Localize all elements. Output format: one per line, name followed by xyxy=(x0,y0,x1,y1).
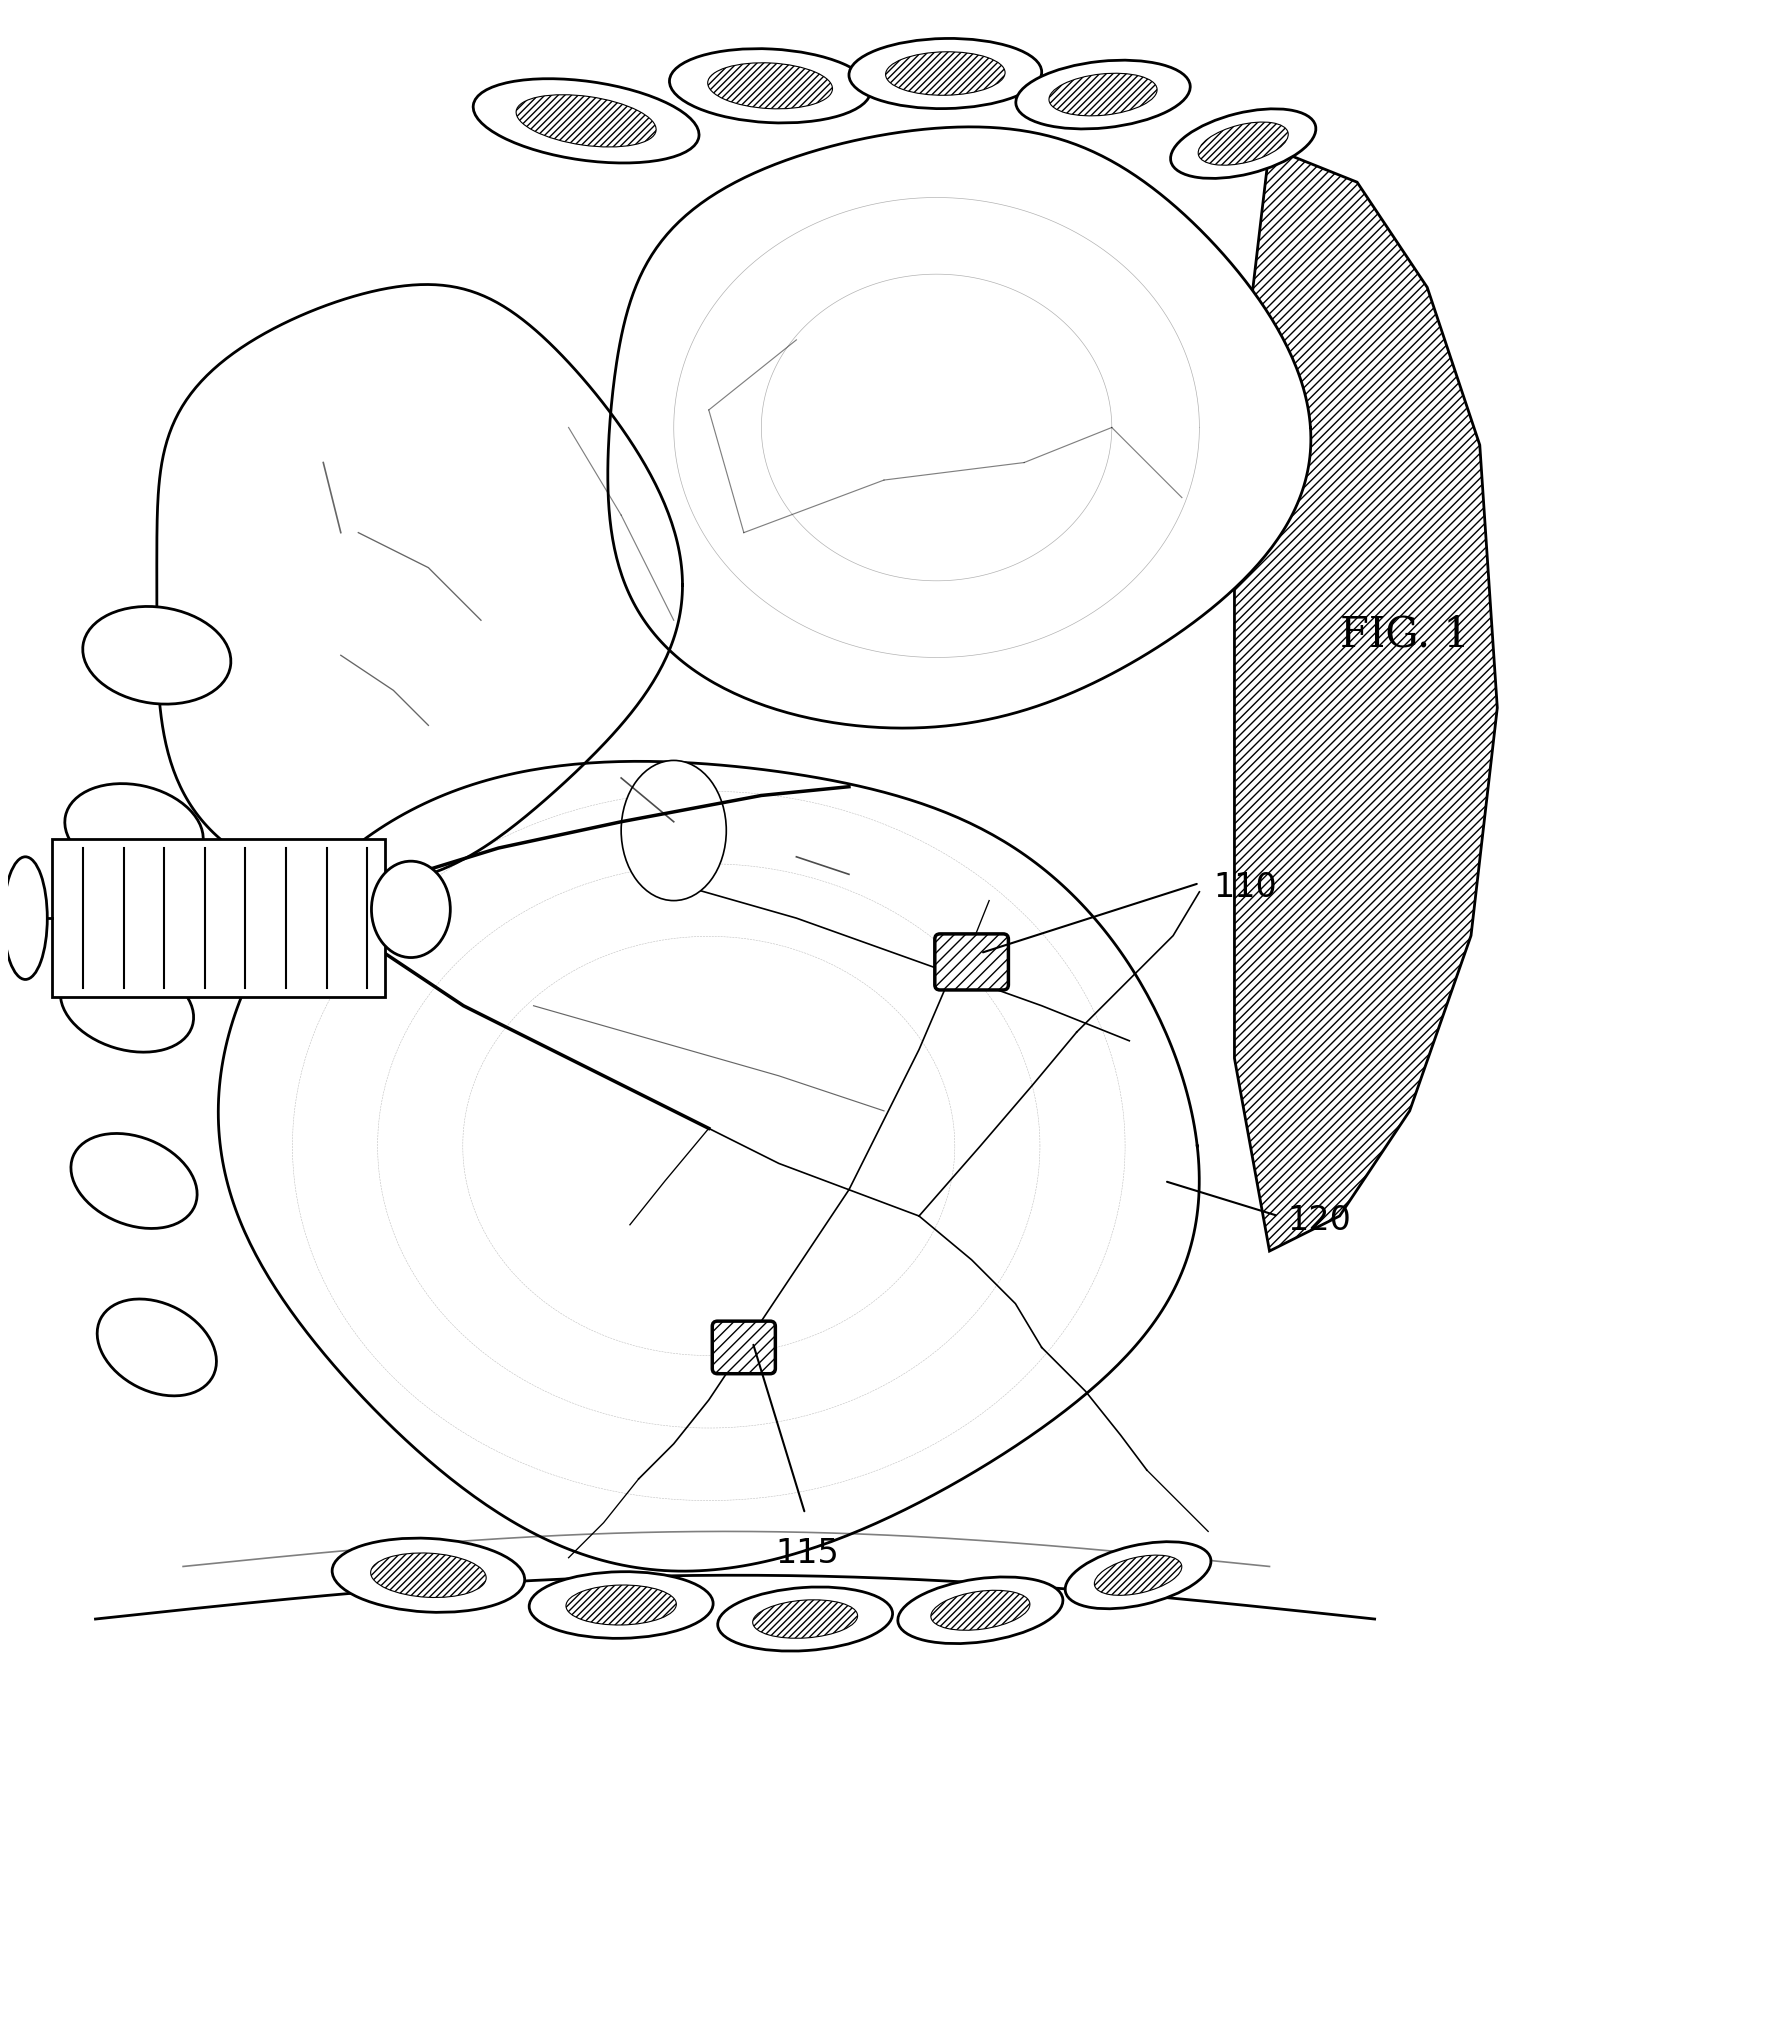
Ellipse shape xyxy=(670,49,870,124)
Ellipse shape xyxy=(4,856,48,980)
Ellipse shape xyxy=(332,1538,525,1613)
Ellipse shape xyxy=(1064,1542,1211,1609)
Polygon shape xyxy=(157,284,682,887)
Polygon shape xyxy=(217,761,1199,1570)
Ellipse shape xyxy=(529,1572,713,1637)
Ellipse shape xyxy=(621,761,727,901)
Ellipse shape xyxy=(371,860,451,958)
Ellipse shape xyxy=(898,1577,1063,1643)
Text: FIG. 1: FIG. 1 xyxy=(1340,613,1469,655)
Ellipse shape xyxy=(65,783,203,877)
Ellipse shape xyxy=(97,1299,216,1396)
Text: 110: 110 xyxy=(1213,870,1276,905)
Ellipse shape xyxy=(71,1134,196,1228)
Ellipse shape xyxy=(474,79,698,162)
Text: 120: 120 xyxy=(1287,1203,1351,1238)
FancyBboxPatch shape xyxy=(51,840,385,996)
FancyBboxPatch shape xyxy=(713,1321,776,1374)
Polygon shape xyxy=(1234,148,1497,1252)
Ellipse shape xyxy=(849,39,1041,110)
Text: 115: 115 xyxy=(776,1536,840,1570)
Ellipse shape xyxy=(1017,61,1190,130)
Ellipse shape xyxy=(1170,110,1315,179)
Ellipse shape xyxy=(60,960,194,1053)
Ellipse shape xyxy=(83,607,232,704)
Polygon shape xyxy=(608,128,1310,728)
FancyBboxPatch shape xyxy=(935,933,1008,990)
Ellipse shape xyxy=(718,1587,893,1652)
